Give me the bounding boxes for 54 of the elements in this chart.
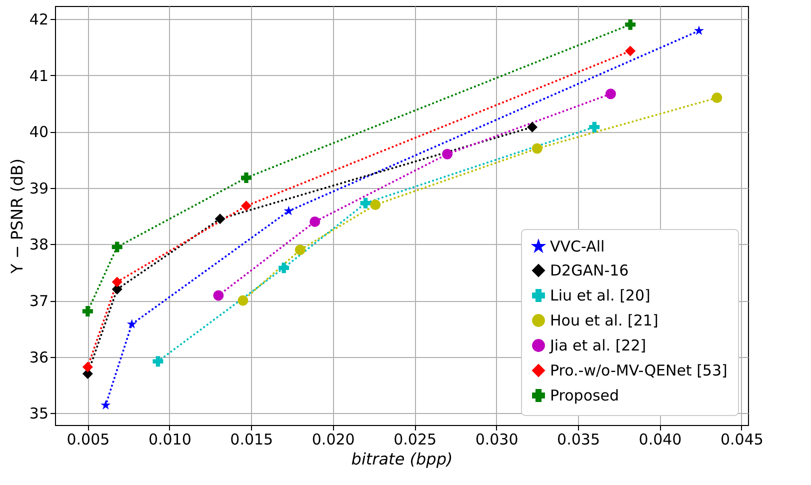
x-tick-label: 0.010 [148,430,192,448]
point [82,362,93,372]
y-tick-label: 35 [29,404,48,423]
point [532,143,542,154]
point [694,26,704,36]
point [625,46,636,56]
legend-label: Liu et al. [20] [550,286,650,304]
x-tick-label: 0.025 [394,430,437,448]
point [605,88,616,100]
x-tick-label: 0.005 [66,430,110,448]
legend-label: D2GAN-16 [550,262,629,280]
legend-label: Hou et al. [21] [550,312,658,330]
legend-label: VVC-All [550,238,605,256]
point [240,172,252,184]
y-tick-label: 38 [29,236,48,254]
point [112,276,122,288]
point [126,318,137,328]
y-tick-label: 40 [29,123,48,142]
point [625,19,636,30]
x-axis-title: bitrate (bpp) [351,450,453,468]
point [214,214,226,224]
x-tick-label: 0.045 [720,430,764,448]
y-tick-label: 37 [29,292,48,310]
y-tick-label: 39 [29,179,48,198]
point [238,295,248,306]
point [310,216,320,227]
point [284,206,294,216]
y-tick-label: 41 [29,66,48,85]
x-tick-label: 0.015 [230,430,274,448]
point [100,400,111,410]
point [82,306,93,316]
point [294,244,306,256]
point [240,200,252,212]
legend-label: Jia et al. [22] [549,336,646,354]
y-axis-title: Y − PSNR (dB) [7,158,26,274]
point [360,198,371,208]
point [589,122,600,132]
x-tick-label: 0.020 [312,430,355,448]
point [152,356,164,367]
x-tick-label: 0.035 [557,430,600,448]
legend-label: Proposed [550,386,620,404]
point [278,262,290,274]
x-tick-label: 0.040 [638,430,682,448]
point [442,148,453,160]
y-tick-label: 36 [29,348,48,366]
point [112,284,122,295]
y-tick-label: 42 [29,10,48,28]
point [370,200,381,210]
point [112,242,122,252]
point [213,290,224,301]
point [712,92,722,104]
point [527,122,538,132]
legend-label: Pro.-w/o-MV-QENet [53] [550,362,728,380]
x-tick-label: 0.030 [475,430,518,448]
